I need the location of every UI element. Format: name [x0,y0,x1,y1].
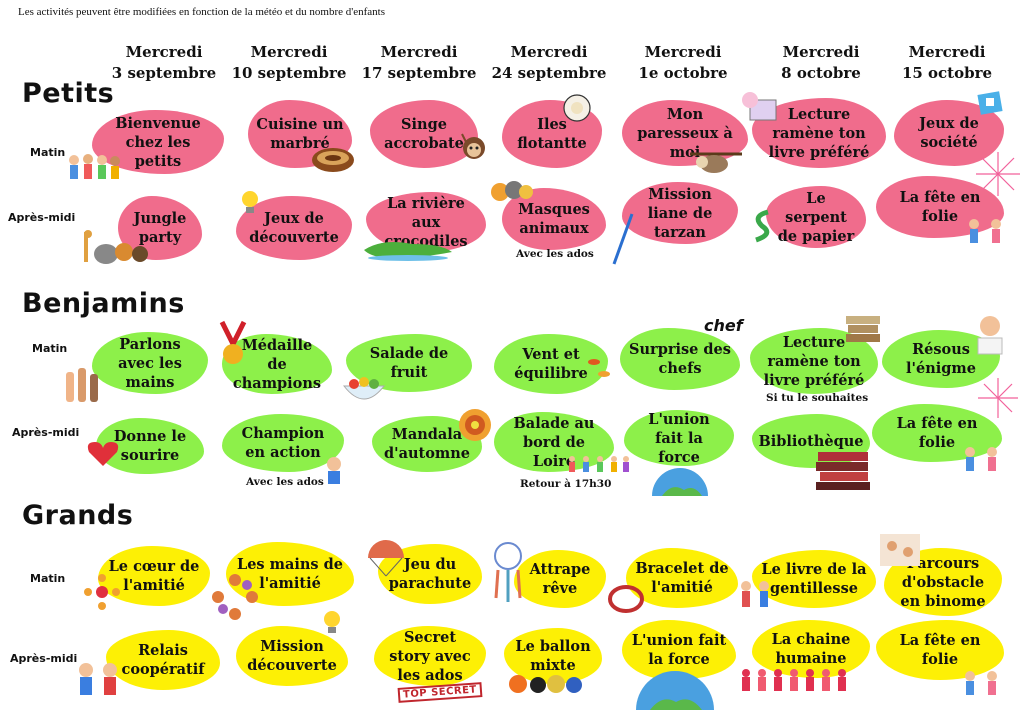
activity-cell: Donne le sourire [96,418,204,474]
activity-cell: Médaille de champions [222,334,332,394]
period-label-apres-midi: Après-midi [10,652,78,665]
activity-cell: Le ballon mixte [504,628,602,684]
animal-masks-icon [491,181,533,201]
monkey-icon [461,133,485,159]
activity-cell: L'union fait la force [624,410,734,466]
crocodile-icon [364,242,452,261]
activity-cell: Secret story avec les ados [374,626,486,686]
hands-icon [66,368,98,402]
activity-cell: La chaine humaine [752,620,870,678]
fruit-bowl-icon [342,377,386,400]
game-box-icon [977,91,1003,115]
vine-icon [612,213,634,265]
kids-icon [965,447,997,471]
kids-running-icon [79,663,117,695]
period-label-matin: Matin [32,342,68,355]
activity-cell: Champion en action [222,414,344,472]
period-label-apres-midi: Après-midi [8,211,76,224]
children-walking-icon [569,456,629,472]
date-header-5: Mercredi 1e octobre [638,43,728,82]
period-label-apres-midi: Après-midi [12,426,80,439]
group-title-benjamins: Benjamins [22,288,185,319]
activity-cell: Bracelet de l'amitié [626,548,738,608]
chef-icon: chef [704,316,743,335]
books-stack-icon [816,452,870,490]
thinking-person-icon [977,316,1003,355]
activity-cell: Le serpent de papier [766,186,866,248]
kid-icon [327,457,341,484]
weather-note: Les activités peuvent être modifiées en … [18,6,385,18]
activity-cell: Parlons avec les mains [92,332,208,394]
hands-circle-icon [84,574,120,610]
activity-cell: Mission découverte [236,626,348,686]
obstacle-course-icon [880,534,920,566]
activity-cell: La rivière aux crocodiles [366,192,486,252]
globe-icon [652,468,708,496]
paper-chain-icon [742,669,846,691]
lightbulb-icon [242,191,258,213]
book-icon [742,92,777,121]
period-label-matin: Matin [30,146,66,159]
parachute-icon [368,540,404,577]
activity-cell: Mon paresseux à moi [622,100,748,166]
globe-icon [636,671,714,710]
activity-cell: La fête en folie [876,620,1004,680]
snake-icon [755,209,770,243]
date-header-4: Mercredi 24 septembre [491,43,607,82]
activity-cell: Bibliothèque [752,414,870,468]
group-title-grands: Grands [22,500,134,531]
activity-cell: Jeux de découverte [236,196,352,260]
period-label-matin: Matin [30,572,66,585]
kids-icon [969,219,1001,243]
leaves-icon [588,359,610,377]
hands-flower-icon [212,574,258,620]
activity-cell: Vent et équilibre [494,334,608,394]
sloth-icon [690,152,742,173]
date-header-3: Mercredi 17 septembre [361,43,477,82]
group-title-petits: Petits [22,78,115,109]
activity-note: Si tu le souhaites [766,392,869,404]
activity-cell: Surprise des chefs [620,328,740,390]
date-header-2: Mercredi 10 septembre [231,43,347,82]
activity-cell: Le cœur de l'amitié [98,546,210,606]
activity-cell: Le livre de la gentillesse [752,550,876,608]
date-header-1: Mercredi 3 septembre [111,43,217,82]
animals-group-icon [84,230,148,264]
activity-cell: Attrape rêve [514,550,606,608]
activity-cell: Singe accrobate [370,100,478,168]
fireworks-icon [978,378,1018,418]
books-icon [846,316,880,342]
activity-cell: Lecture ramène ton livre préféré [752,98,886,168]
cake-icon [312,148,354,172]
date-header-7: Mercredi 15 octobre [901,43,993,82]
date-header-6: Mercredi 8 octobre [781,43,861,82]
bracelet-icon [608,585,644,613]
kids-icon [741,581,769,607]
activity-cell: Mission liane de tarzan [622,182,738,244]
dessert-bowl-icon [563,94,591,122]
kids-icon [965,671,997,695]
lightbulb-icon [324,611,340,633]
children-illustration [69,154,120,179]
activity-note: Avec les ados [516,248,594,260]
heart-icon [87,442,119,466]
dreamcatcher-icon [494,542,522,602]
activity-cell: Lecture ramène ton livre préféré [750,328,878,394]
activity-note: Avec les ados [246,476,324,488]
top-secret-stamp: TOP SECRET [397,682,483,703]
activity-cell: Balade au bord de Loire [494,412,614,472]
activity-note: Retour à 17h30 [520,478,612,490]
balls-icon [509,675,582,693]
fireworks-icon [976,152,1020,196]
mandala-icon [459,409,491,441]
activity-cell: Relais coopératif [106,630,220,690]
medal-icon [219,320,247,364]
